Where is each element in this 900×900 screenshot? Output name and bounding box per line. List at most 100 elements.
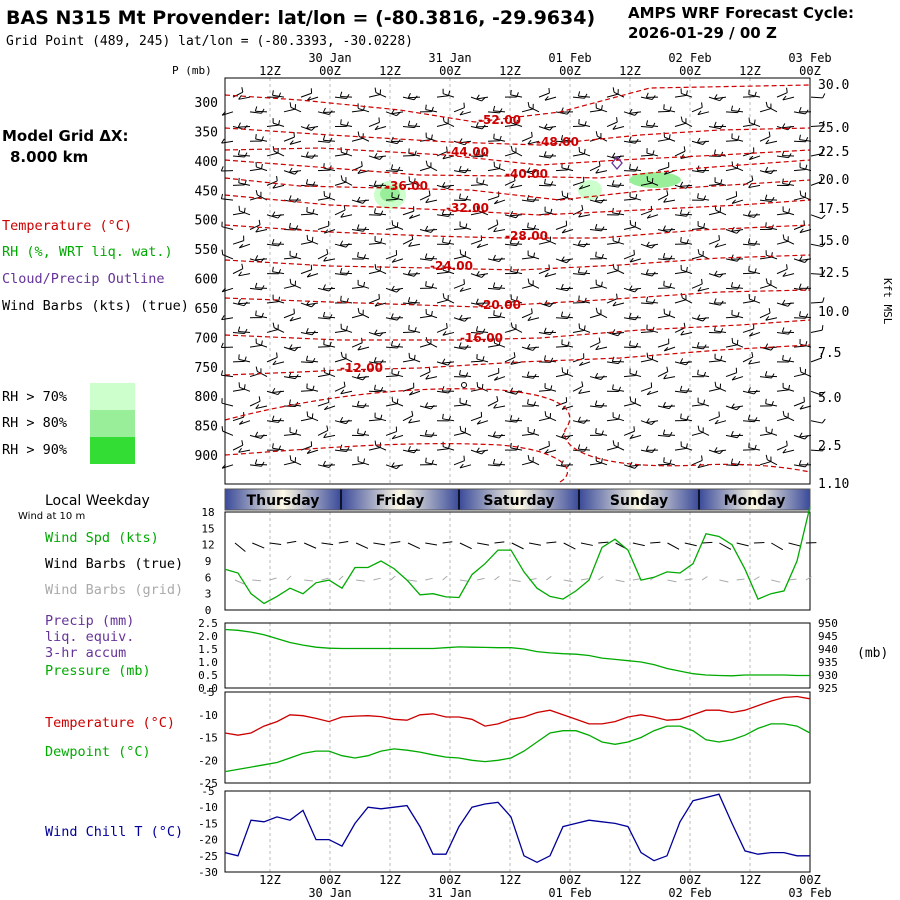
cs-wind-barb	[334, 358, 347, 363]
cs-wind-barb	[589, 286, 602, 289]
cs-wind-barb	[351, 314, 364, 319]
cs-wind-barb-flag	[458, 165, 462, 171]
cs-wind-barb-flag	[754, 240, 758, 246]
cs-wind-barb	[691, 459, 703, 466]
cs-wind-barb-flag	[510, 360, 515, 365]
cs-wind-barb	[748, 390, 761, 393]
cs-wind-barb-flag	[567, 137, 571, 143]
pressure-tick: 750	[195, 361, 218, 376]
legend-rh70-label: RH > 70%	[2, 389, 67, 405]
cs-wind-barb-flag	[411, 410, 414, 416]
cs-wind-barb	[351, 109, 364, 113]
cs-wind-barb	[629, 434, 642, 440]
cs-wind-barb	[459, 402, 472, 407]
cs-wind-barb	[443, 269, 455, 275]
cs-wind-barb-flag	[408, 242, 412, 247]
cs-wind-barb	[511, 298, 523, 304]
precip-tick: 1.5	[198, 643, 218, 656]
cs-wind-barb	[597, 312, 608, 319]
cs-wind-barb	[470, 211, 483, 216]
cs-wind-barb	[323, 167, 336, 172]
cs-wind-barb-flag	[442, 293, 445, 299]
cs-wind-barb-flag	[272, 183, 277, 189]
cs-wind-barb	[725, 372, 737, 378]
cs-wind-barb	[453, 170, 466, 174]
precip-tick: 0.0	[198, 682, 218, 695]
cs-wind-barb-flag	[646, 214, 651, 219]
cs-wind-barb-flag	[391, 109, 395, 114]
cs-wind-barb	[340, 214, 353, 218]
cs-wind-barb-flag	[516, 241, 520, 246]
cs-wind-barb	[340, 300, 353, 304]
cs-wind-barb	[766, 431, 778, 436]
cs-wind-barb	[351, 462, 364, 466]
cs-wind-barb-flag	[765, 139, 770, 145]
cs-wind-barb	[221, 402, 234, 407]
cs-wind-barb	[664, 346, 676, 352]
cs-wind-barb	[266, 356, 278, 363]
cs-wind-barb-flag	[241, 263, 244, 269]
grid-wind-barb	[442, 575, 448, 581]
cs-wind-barb-flag	[821, 214, 826, 219]
cs-wind-barb	[334, 420, 347, 425]
cs-wind-barb	[256, 166, 268, 172]
cs-wind-barb-flag	[237, 326, 241, 332]
cs-wind-barb	[459, 374, 472, 378]
cs-wind-barb-flag	[255, 189, 258, 196]
cs-wind-barb	[300, 331, 313, 336]
cs-wind-barb	[640, 126, 653, 128]
cs-wind-barb-flag	[560, 283, 564, 289]
cs-wind-barb	[640, 386, 652, 392]
cs-wind-barb	[487, 400, 499, 407]
cs-wind-barb	[708, 360, 721, 363]
temperature-contour-label: -52.00	[478, 113, 521, 127]
cs-wind-barb-flag	[498, 163, 501, 169]
grid-wind-barb	[788, 578, 797, 581]
cs-wind-barb-flag	[345, 243, 350, 248]
cs-wind-barb	[357, 376, 370, 379]
cs-wind-barb	[731, 110, 744, 113]
cs-wind-barb	[640, 273, 653, 277]
cs-wind-barb-flag	[527, 101, 530, 108]
wind-speed-tick: 15	[201, 522, 214, 535]
cs-wind-barb-flag	[628, 312, 632, 318]
cs-wind-barb-flag	[544, 300, 548, 305]
cs-wind-barb	[606, 93, 619, 98]
cs-wind-barb	[239, 386, 251, 392]
cs-wind-barb-flag	[645, 445, 649, 451]
cs-wind-barb-flag	[798, 106, 802, 113]
cs-wind-barb-flag	[799, 367, 802, 373]
cs-wind-barb	[538, 269, 550, 275]
cs-wind-barb-flag	[612, 87, 615, 93]
cs-wind-barb-flag	[463, 102, 465, 108]
cs-wind-barb	[460, 430, 472, 436]
grid-wind-barb	[632, 578, 641, 581]
cs-wind-barb	[555, 345, 568, 348]
grid-wind-barb	[511, 579, 521, 582]
cs-wind-barb	[272, 94, 285, 98]
cs-wind-barb	[680, 418, 693, 422]
weekday-cell	[225, 489, 341, 510]
cs-wind-barb	[612, 302, 625, 307]
cs-wind-barb-flag	[431, 432, 435, 438]
cs-wind-barb	[232, 416, 244, 422]
cs-wind-barb-flag	[544, 96, 549, 101]
cs-wind-barb	[419, 194, 431, 201]
cs-wind-barb	[527, 317, 540, 322]
cs-wind-barb-flag	[663, 346, 669, 352]
cs-wind-barb	[810, 390, 822, 396]
cs-wind-barb	[453, 346, 466, 350]
cs-wind-barb	[283, 108, 296, 113]
temperature-contour	[224, 84, 811, 123]
cs-wind-barb	[555, 287, 568, 292]
cs-wind-barb	[538, 241, 551, 245]
cs-wind-barb	[232, 91, 244, 98]
cs-wind-barb	[555, 373, 568, 378]
cs-wind-barb-flag	[543, 178, 546, 184]
cs-wind-barb	[698, 225, 710, 230]
cs-wind-barb-flag	[441, 209, 445, 215]
cs-wind-barb-flag	[680, 292, 683, 299]
cs-wind-barb-flag	[306, 123, 310, 129]
height-tick: 5.0	[818, 391, 841, 406]
cs-wind-barb	[725, 434, 738, 439]
